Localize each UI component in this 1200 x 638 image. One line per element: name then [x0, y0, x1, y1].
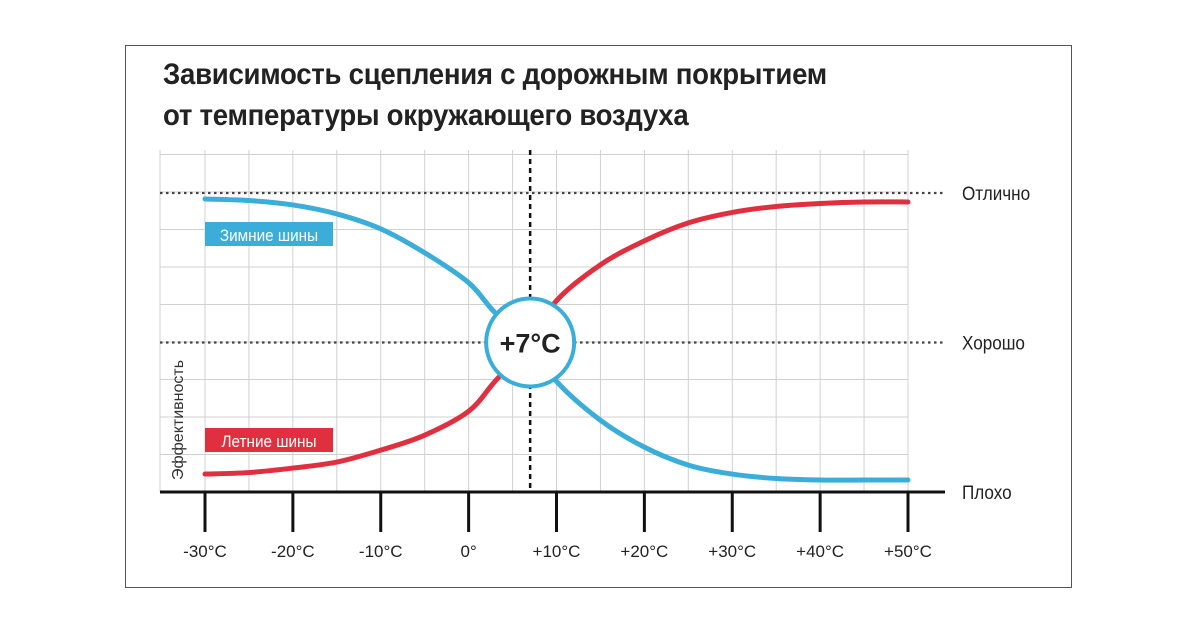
- y-axis-label: Эффективность: [170, 360, 187, 480]
- level-label-0: Отлично: [962, 183, 1030, 204]
- x-tick-label-6: +30°C: [708, 542, 756, 561]
- x-tick-label-2: -10°C: [359, 542, 403, 561]
- level-label-1: Хорошо: [962, 333, 1025, 354]
- x-tick-label-8: +50°C: [884, 542, 932, 561]
- series-label-1: Летние шины: [222, 432, 317, 451]
- crossover-circle: [484, 296, 577, 389]
- crossover-label: +7°C: [500, 329, 561, 359]
- x-tick-label-0: -30°C: [183, 542, 227, 561]
- chart-frame: [125, 45, 1072, 588]
- level-label-2: Плохо: [962, 482, 1012, 503]
- chart-title-line-2: от температуры окружающего воздуха: [163, 99, 689, 132]
- series-label-0: Зимние шины: [220, 226, 318, 245]
- chart-title-line-1: Зависимость сцепления с дорожным покрыти…: [163, 58, 827, 91]
- series-badge-1: [205, 428, 333, 452]
- x-tick-label-5: +20°C: [620, 542, 668, 561]
- x-tick-label-3: 0°: [460, 542, 476, 561]
- x-tick-label-1: -20°C: [271, 542, 315, 561]
- x-tick-label-7: +40°C: [796, 542, 844, 561]
- x-tick-label-4: +10°C: [533, 542, 581, 561]
- series-badge-0: [205, 222, 333, 246]
